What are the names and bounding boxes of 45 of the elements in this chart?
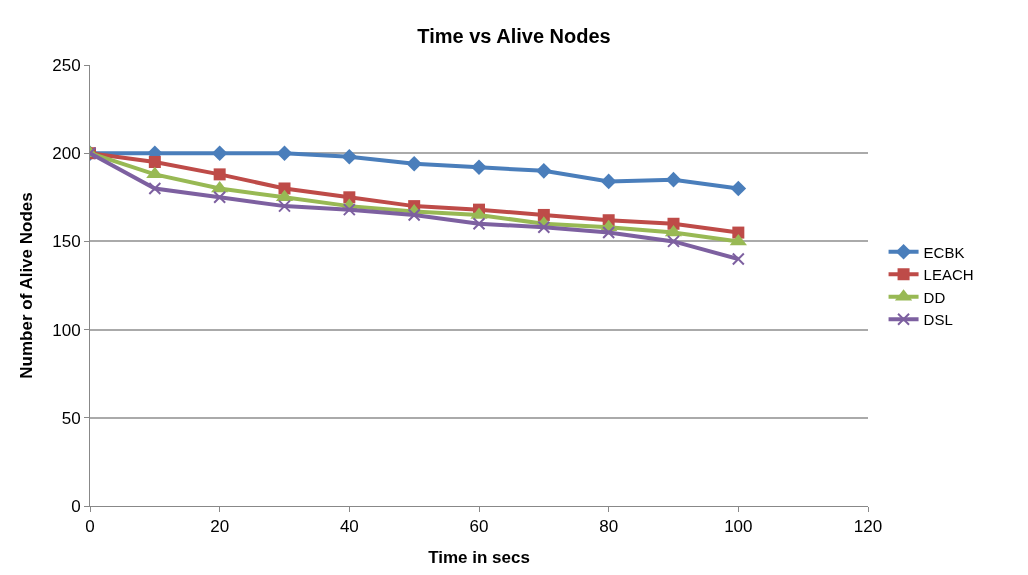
point xyxy=(148,156,161,169)
point xyxy=(472,217,486,231)
y-tick-label: 150 xyxy=(52,232,81,252)
point xyxy=(211,145,228,161)
point xyxy=(665,171,682,188)
point xyxy=(602,226,616,240)
point xyxy=(536,163,552,179)
y-tick-label: 0 xyxy=(71,496,81,516)
point xyxy=(406,155,422,172)
point xyxy=(537,220,551,234)
point xyxy=(667,234,680,248)
legend-label: LEACH xyxy=(923,266,974,284)
point xyxy=(407,208,421,222)
point xyxy=(471,159,487,176)
x-tick-label: 20 xyxy=(210,517,230,537)
x-axis-title: Time in secs xyxy=(428,547,530,567)
point xyxy=(729,233,747,246)
point xyxy=(211,180,229,193)
x-tick-label: 120 xyxy=(853,517,883,537)
legend-label: DD xyxy=(923,288,946,306)
legend-label: DSL xyxy=(923,311,953,329)
y-tick-label: 50 xyxy=(61,408,81,428)
point xyxy=(600,173,617,190)
x-tick-label: 100 xyxy=(724,517,753,537)
point xyxy=(278,199,291,213)
point xyxy=(278,182,291,195)
y-tick-label: 100 xyxy=(52,320,81,340)
legend-label: ECBK xyxy=(923,243,965,261)
y-axis-title: Number of Alive Nodes xyxy=(16,192,36,379)
x-tick-label: 60 xyxy=(469,517,489,537)
point xyxy=(148,181,162,195)
point xyxy=(341,148,358,165)
point xyxy=(276,145,293,161)
point xyxy=(731,252,745,266)
y-tick-label: 200 xyxy=(52,144,81,164)
point xyxy=(342,203,356,217)
x-tick-label: 40 xyxy=(339,517,359,537)
x-tick-label: 0 xyxy=(85,517,95,537)
chart-title: Time vs Alive Nodes xyxy=(417,24,611,47)
point xyxy=(213,168,226,181)
point xyxy=(213,190,227,204)
point xyxy=(730,180,747,197)
x-tick-label: 80 xyxy=(599,517,619,537)
point xyxy=(146,166,164,179)
y-tick-label: 250 xyxy=(52,55,81,75)
